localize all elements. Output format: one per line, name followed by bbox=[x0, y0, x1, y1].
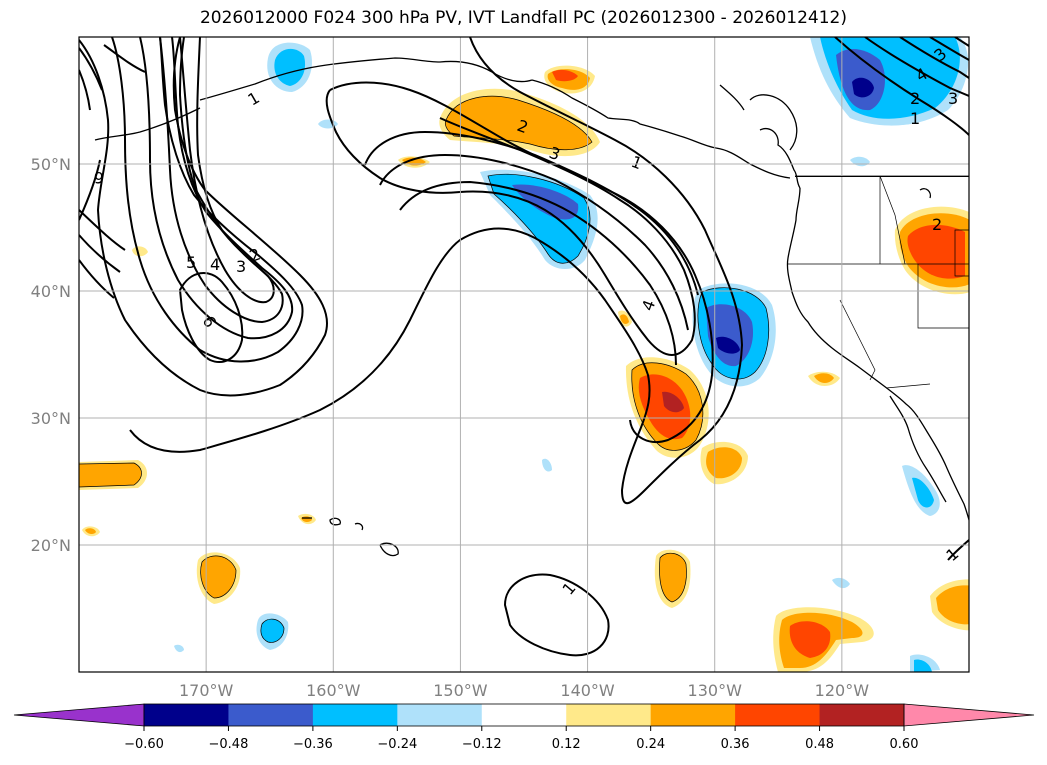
longitude-tick-labels: 170°W 160°W 150°W 140°W 130°W 120°W bbox=[179, 681, 869, 700]
contour-label: 1 bbox=[245, 88, 263, 110]
lat-tick-label: 20°N bbox=[31, 536, 71, 555]
colorbar-tick-label: 0.36 bbox=[721, 737, 750, 752]
figure-title: 2026012000 F024 300 hPa PV, IVT Landfall… bbox=[199, 8, 847, 28]
colorbar-segment bbox=[650, 704, 736, 726]
colorbar-tick-label: 0.60 bbox=[890, 737, 919, 752]
lon-tick-label: 130°W bbox=[688, 681, 743, 700]
colorbar-segment bbox=[819, 704, 905, 726]
pv-contours bbox=[79, 37, 969, 657]
colorbar-segment bbox=[735, 704, 821, 726]
contour-label: 2 bbox=[932, 215, 942, 234]
contour-label: 5 bbox=[186, 253, 196, 272]
lat-tick-label: 30°N bbox=[31, 409, 71, 428]
contour-label: 4 bbox=[638, 297, 659, 313]
coastlines bbox=[94, 57, 969, 557]
colorbar-extend-high bbox=[903, 703, 1035, 727]
contour-label: 6 bbox=[199, 313, 221, 331]
colorbar-tick-labels: −0.60 −0.48 −0.36 −0.24 −0.12 0.12 0.24 0.36 0.4… bbox=[124, 726, 918, 752]
contour-label: 2 bbox=[247, 244, 263, 265]
contour-label: 3 bbox=[236, 257, 246, 276]
contour-label: 1 bbox=[910, 109, 920, 128]
latitude-tick-labels: 20°N 30°N 40°N 50°N bbox=[31, 155, 71, 555]
colorbar-segment bbox=[397, 704, 483, 726]
colorbar bbox=[13, 703, 1035, 727]
colorbar-tick-label: 0.12 bbox=[552, 737, 581, 752]
colorbar-tick-label: 0.48 bbox=[805, 737, 834, 752]
colorbar-segment bbox=[312, 704, 398, 726]
lon-tick-label: 150°W bbox=[433, 681, 488, 700]
lon-tick-label: 120°W bbox=[815, 681, 870, 700]
lat-tick-label: 40°N bbox=[31, 282, 71, 301]
colorbar-tick-label: 0.24 bbox=[636, 737, 665, 752]
colorbar-tick-label: −0.24 bbox=[377, 737, 417, 752]
us-inset-border bbox=[795, 176, 969, 177]
contour-label: 1 bbox=[629, 152, 645, 173]
colorbar-segment bbox=[144, 704, 229, 726]
lat-tick-label: 50°N bbox=[31, 155, 71, 174]
colorbar-tick-label: −0.48 bbox=[209, 737, 249, 752]
contour-label: 1 bbox=[942, 544, 962, 565]
colorbar-segment bbox=[566, 704, 652, 726]
gridlines bbox=[79, 37, 969, 672]
colorbar-segment bbox=[481, 704, 567, 726]
colorbar-segment bbox=[228, 704, 314, 726]
map-frame bbox=[78, 36, 970, 673]
lon-tick-label: 140°W bbox=[560, 681, 615, 700]
colorbar-outline bbox=[143, 703, 905, 727]
contour-label: 6 bbox=[94, 168, 104, 187]
lon-tick-label: 160°W bbox=[306, 681, 361, 700]
shade-outlines bbox=[79, 95, 770, 643]
colorbar-tick-label: −0.12 bbox=[462, 737, 502, 752]
colorbar-tick-label: −0.36 bbox=[293, 737, 333, 752]
lon-tick-label: 170°W bbox=[179, 681, 234, 700]
contour-label: 3 bbox=[948, 89, 958, 108]
ivt-shading bbox=[79, 37, 969, 672]
contour-label: 2 bbox=[910, 89, 920, 108]
contour-label: 4 bbox=[210, 255, 220, 274]
colorbar-tick-label: −0.60 bbox=[124, 737, 164, 752]
colorbar-extend-low bbox=[13, 703, 145, 727]
